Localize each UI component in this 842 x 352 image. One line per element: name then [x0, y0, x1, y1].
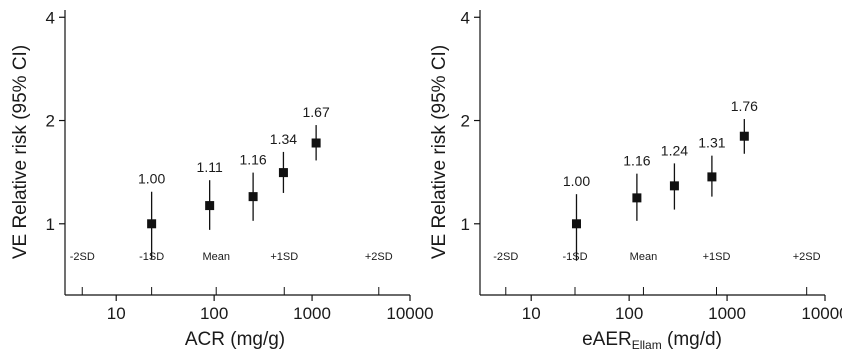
chart-panel-2: 1 2 4 10 100 1000 10000 -2SD -1SD Mean +1SD +2SD 1.0…	[429, 8, 842, 352]
data-point	[707, 172, 717, 182]
data-point	[739, 131, 749, 141]
sd-marker-label: +1SD	[703, 251, 731, 263]
y-tick-label: 4	[461, 8, 470, 27]
data-point	[571, 219, 581, 229]
y-tick-label: 4	[46, 8, 55, 27]
sd-marker-label: Mean	[630, 251, 658, 263]
data-label: 1.34	[270, 131, 297, 147]
x-tick-label: 100	[200, 304, 228, 323]
y-tick-label: 1	[46, 215, 55, 234]
data-label: 1.31	[698, 135, 725, 151]
data-point	[669, 181, 679, 191]
data-label: 1.11	[197, 159, 223, 175]
data-point	[278, 168, 288, 178]
y-tick-label: 2	[46, 112, 55, 131]
y-tick-label: 1	[461, 215, 470, 234]
x-tick-label: 1000	[708, 304, 746, 323]
data-point	[248, 192, 258, 202]
x-tick-label: 10000	[386, 304, 433, 323]
sd-marker-label: -1SD	[562, 251, 587, 263]
y-axis-title: VE Relative risk (95% CI)	[429, 45, 450, 259]
sd-marker-label: +2SD	[365, 251, 393, 263]
x-axis-title: eAEREllam (mg/d)	[582, 329, 722, 352]
sd-marker-label: +2SD	[793, 251, 821, 263]
data-label: 1.76	[731, 98, 758, 114]
x-tick-label: 10000	[801, 304, 842, 323]
sd-marker-label: Mean	[202, 251, 230, 263]
data-label: 1.16	[239, 152, 266, 168]
x-tick-label: 10	[107, 304, 126, 323]
data-label: 1.24	[661, 142, 688, 158]
data-label: 1.00	[563, 173, 590, 189]
x-tick-label: 1000	[293, 304, 331, 323]
x-tick-label: 100	[615, 304, 643, 323]
data-point	[147, 219, 157, 229]
data-label: 1.00	[138, 171, 165, 187]
data-label: 1.16	[623, 153, 650, 169]
data-label: 1.67	[302, 104, 329, 120]
x-tick-label: 10	[522, 304, 541, 323]
y-axis-title: VE Relative risk (95% CI)	[10, 45, 31, 259]
y-tick-label: 2	[461, 112, 470, 131]
sd-marker-label: +1SD	[270, 251, 298, 263]
sd-marker-label: -2SD	[70, 251, 95, 263]
data-point	[632, 193, 642, 203]
data-point	[205, 201, 215, 211]
data-point	[311, 138, 321, 148]
x-axis-title: ACR (mg/g)	[185, 329, 285, 350]
sd-marker-label: -2SD	[493, 251, 518, 263]
